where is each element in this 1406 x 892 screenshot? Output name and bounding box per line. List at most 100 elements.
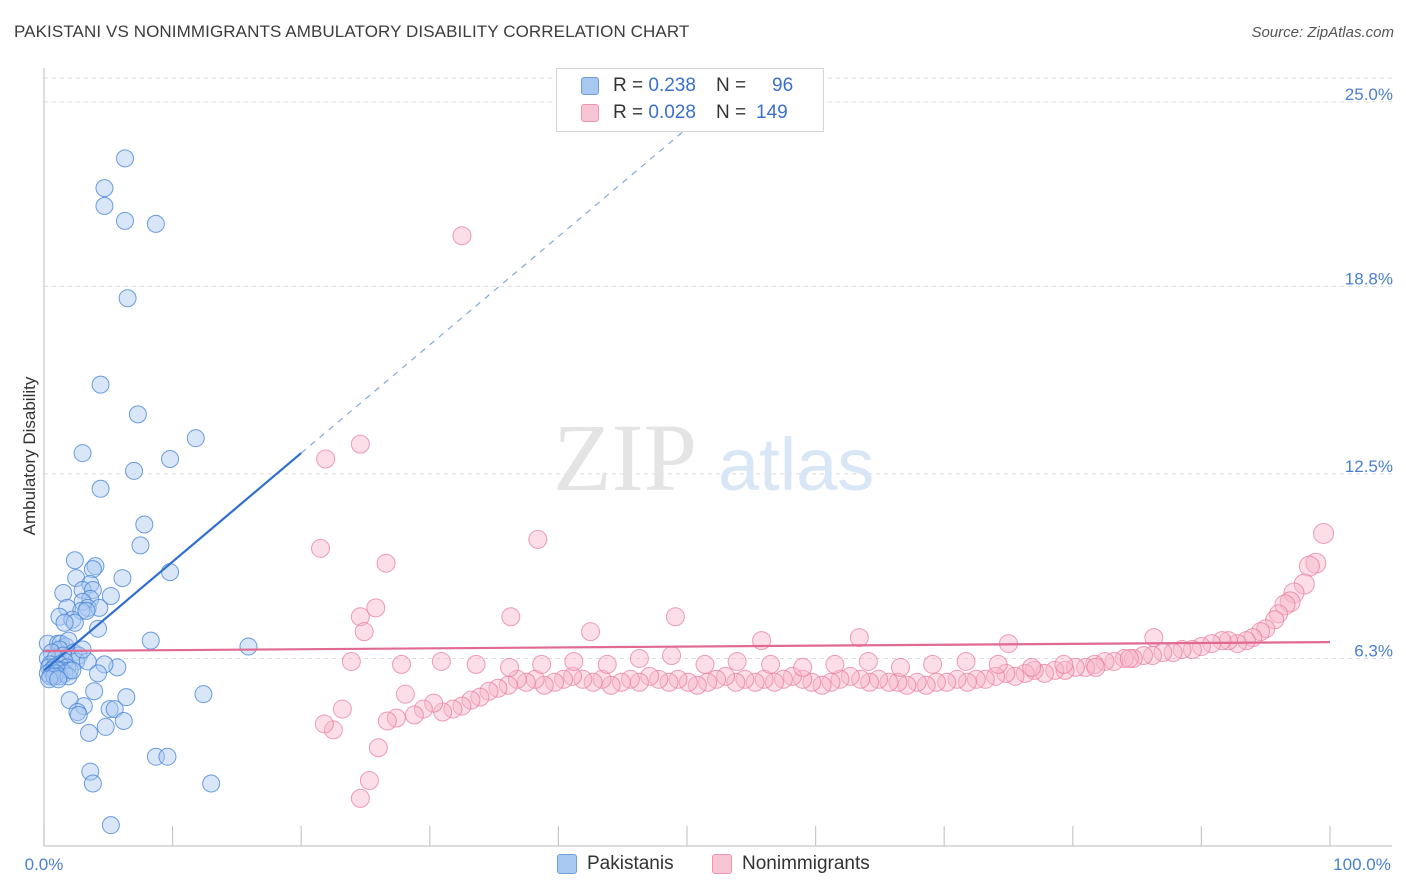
point-nonimmigrants xyxy=(1269,604,1289,624)
point-pakistanis xyxy=(100,700,119,719)
point-pakistanis xyxy=(91,479,110,498)
point-nonimmigrants xyxy=(1055,660,1075,680)
point-nonimmigrants xyxy=(392,654,412,674)
legend-item-pakistanis: Pakistanis xyxy=(557,851,674,877)
point-nonimmigrants xyxy=(466,654,486,674)
point-nonimmigrants xyxy=(825,654,845,674)
point-nonimmigrants xyxy=(1218,631,1238,651)
point-pakistanis xyxy=(73,444,92,463)
y-tick-label: 25.0% xyxy=(1345,85,1393,104)
point-nonimmigrants xyxy=(479,681,499,701)
watermark-atlas: atlas xyxy=(718,423,874,506)
point-nonimmigrants xyxy=(923,654,943,674)
point-pakistanis xyxy=(65,551,84,570)
point-nonimmigrants xyxy=(528,529,548,549)
point-pakistanis xyxy=(118,289,137,308)
point-pakistanis xyxy=(114,711,133,730)
trend-nonimmigrants xyxy=(43,640,1331,653)
point-pakistanis xyxy=(117,688,136,707)
point-pakistanis xyxy=(161,450,180,469)
point-pakistanis xyxy=(158,747,177,766)
point-nonimmigrants xyxy=(377,711,397,731)
point-nonimmigrants xyxy=(1054,654,1074,674)
point-nonimmigrants xyxy=(316,449,336,469)
point-pakistanis xyxy=(95,655,114,674)
point-nonimmigrants xyxy=(310,538,330,558)
point-nonimmigrants xyxy=(323,720,343,740)
point-pakistanis xyxy=(83,560,102,579)
point-pakistanis xyxy=(116,211,135,230)
point-nonimmigrants xyxy=(376,553,396,573)
series-nonimmigrants xyxy=(310,226,1335,808)
point-nonimmigrants xyxy=(1182,640,1202,660)
legend-label: Pakistanis xyxy=(587,853,674,874)
point-nonimmigrants xyxy=(366,598,386,618)
y-axis-title: Ambulatory Disability xyxy=(20,376,39,535)
y-tick-label: 18.8% xyxy=(1345,269,1393,288)
point-nonimmigrants xyxy=(501,607,521,627)
point-pakistanis xyxy=(186,429,205,448)
chart-source: Source: ZipAtlas.com xyxy=(1251,24,1394,41)
point-nonimmigrants xyxy=(404,705,424,725)
r-value: 0.238 xyxy=(648,75,696,96)
legend-swatch-pink xyxy=(712,854,732,874)
point-pakistanis xyxy=(65,613,84,632)
point-pakistanis xyxy=(69,706,88,725)
point-pakistanis xyxy=(95,197,114,215)
point-pakistanis xyxy=(49,670,68,689)
point-nonimmigrants xyxy=(314,714,334,734)
trend-pakistanis-extension xyxy=(300,95,726,454)
point-nonimmigrants xyxy=(629,648,649,668)
point-nonimmigrants xyxy=(368,738,388,758)
point-pakistanis xyxy=(63,661,82,680)
point-pakistanis xyxy=(73,592,92,611)
point-nonimmigrants xyxy=(500,657,520,677)
point-pakistanis xyxy=(68,703,87,722)
point-pakistanis xyxy=(89,664,108,683)
point-nonimmigrants xyxy=(354,622,374,642)
point-nonimmigrants xyxy=(1274,594,1296,616)
point-nonimmigrants xyxy=(1313,522,1335,544)
point-nonimmigrants xyxy=(424,693,444,713)
point-pakistanis xyxy=(91,375,110,394)
legend-swatch-blue xyxy=(581,77,599,95)
n-label: N = xyxy=(715,102,747,123)
axes xyxy=(43,68,1392,847)
point-nonimmigrants xyxy=(662,645,682,665)
point-pakistanis xyxy=(80,723,99,742)
point-nonimmigrants xyxy=(581,622,601,642)
point-nonimmigrants xyxy=(350,788,370,808)
point-pakistanis xyxy=(73,640,92,659)
point-pakistanis xyxy=(161,563,180,582)
stats-legend: R = 0.238 N = 96 R = 0.028 N = 149 xyxy=(556,68,824,132)
point-pakistanis xyxy=(135,515,154,534)
r-label: R = xyxy=(613,75,644,96)
point-nonimmigrants xyxy=(849,628,869,648)
n-value: 149 xyxy=(756,102,788,123)
point-nonimmigrants xyxy=(1298,555,1320,577)
point-nonimmigrants xyxy=(1251,622,1271,642)
point-nonimmigrants xyxy=(937,672,957,692)
point-pakistanis xyxy=(95,179,114,198)
point-pakistanis xyxy=(96,717,115,736)
grid-lines xyxy=(44,77,1392,659)
point-pakistanis xyxy=(128,405,147,424)
point-nonimmigrants xyxy=(988,654,1008,674)
point-nonimmigrants xyxy=(461,690,481,710)
tick-labels: 6.3% 12.5% 18.8% 25.0% 0.0% 100.0% xyxy=(25,85,1393,874)
point-nonimmigrants xyxy=(350,434,370,454)
point-nonimmigrants xyxy=(1086,657,1106,677)
point-nonimmigrants xyxy=(532,654,552,674)
chart-title: PAKISTANI VS NONIMMIGRANTS AMBULATORY DI… xyxy=(14,22,690,41)
x-tick-label: 0.0% xyxy=(25,855,64,874)
point-pakistanis xyxy=(194,685,213,704)
n-label: N = xyxy=(715,75,747,96)
point-nonimmigrants xyxy=(1022,657,1042,677)
point-pakistanis xyxy=(55,613,74,632)
point-pakistanis xyxy=(101,816,120,835)
point-nonimmigrants xyxy=(507,669,527,689)
point-nonimmigrants xyxy=(1076,657,1096,677)
point-nonimmigrants xyxy=(341,651,361,671)
point-pakistanis xyxy=(105,700,124,719)
